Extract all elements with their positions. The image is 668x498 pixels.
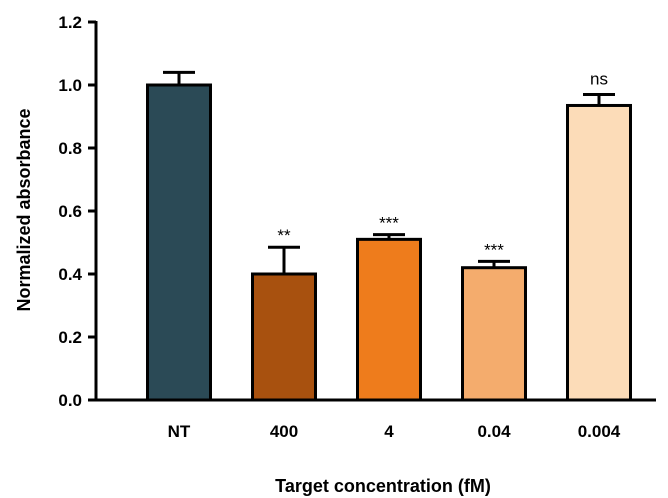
x-axis: NT 400 4 0.04 0.004 — [94, 398, 656, 441]
significance-label: ns — [590, 69, 608, 88]
x-tick-label: 4 — [384, 422, 394, 441]
x-tick-label: 400 — [270, 422, 298, 441]
y-axis-title: Normalized absorbance — [14, 108, 34, 311]
x-tick-label: 0.004 — [578, 422, 621, 441]
bar-0.04 — [461, 266, 527, 402]
bar-0.004 — [566, 103, 632, 402]
y-tick-label: 0.6 — [58, 202, 82, 221]
x-axis-title: Target concentration (fM) — [275, 476, 491, 496]
y-tick-label: 0.0 — [58, 391, 82, 410]
bars: ********ns — [146, 69, 632, 402]
significance-label: *** — [379, 214, 399, 233]
y-tick-label: 1.2 — [58, 13, 82, 32]
bar-NT — [146, 83, 212, 402]
significance-label: *** — [484, 240, 504, 259]
bar-400 — [251, 272, 317, 402]
y-axis: 0.0 0.2 0.4 0.6 0.8 1.0 1.2 — [58, 13, 98, 410]
significance-label: ** — [277, 226, 291, 245]
y-tick-label: 0.8 — [58, 139, 82, 158]
x-tick-label: NT — [168, 422, 191, 441]
x-tick-label: 0.04 — [477, 422, 511, 441]
y-tick-label: 0.2 — [58, 328, 82, 347]
y-tick-label: 0.4 — [58, 265, 82, 284]
bar-4 — [356, 237, 422, 402]
y-tick-label: 1.0 — [58, 76, 82, 95]
